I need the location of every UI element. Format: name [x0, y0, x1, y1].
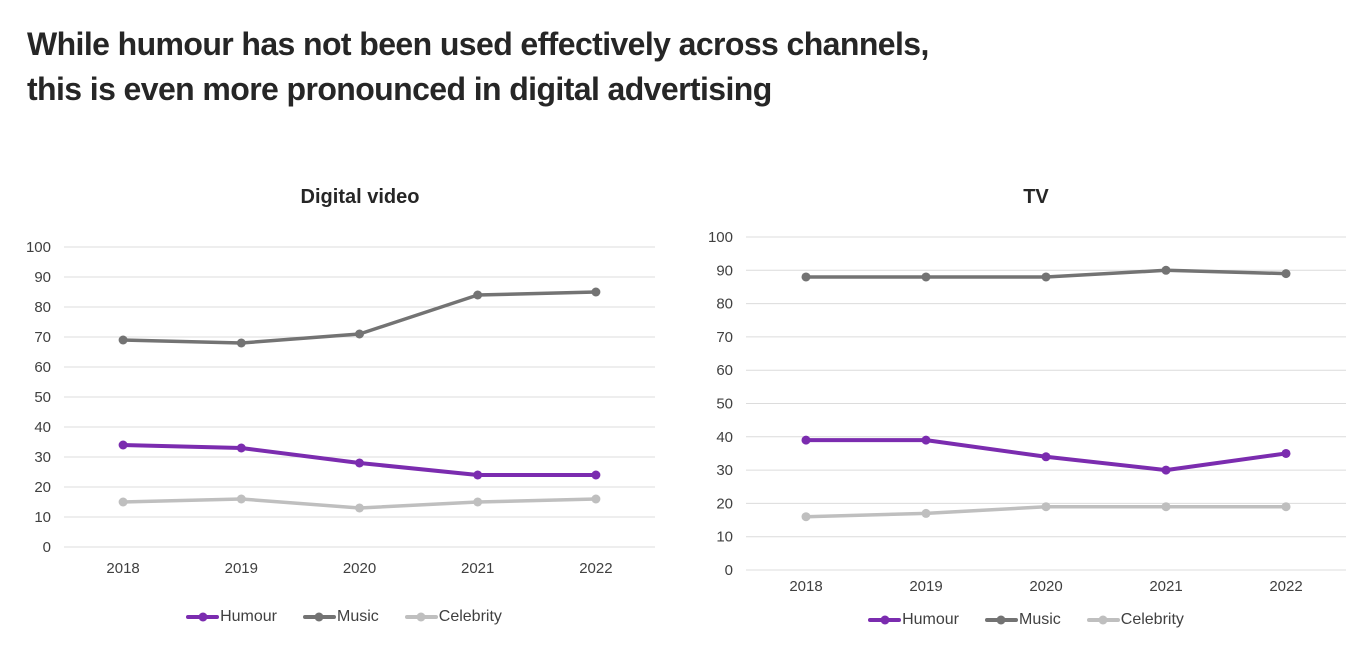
page-title-line-1: While humour has not been used effective…: [27, 26, 929, 62]
legend-item-celebrity: Celebrity: [404, 608, 502, 626]
svg-text:2021: 2021: [461, 560, 494, 577]
svg-text:2020: 2020: [343, 560, 376, 577]
legend-label-humour: Humour: [220, 608, 277, 625]
celebrity-line-swatch-icon: [1086, 615, 1120, 625]
legend-item-humour: Humour: [868, 611, 959, 629]
legend-item-music: Music: [302, 608, 379, 626]
tv-chart-title: TV: [1023, 186, 1049, 208]
svg-text:10: 10: [34, 509, 51, 526]
legend-label-celebrity: Celebrity: [1120, 611, 1184, 628]
svg-text:100: 100: [26, 239, 51, 256]
svg-text:2019: 2019: [909, 578, 942, 595]
tv-chart: TV 0 10 20 30 40 50 60 70 80 90 100 2018 2019 2020 202…: [690, 183, 1362, 629]
svg-text:2019: 2019: [225, 560, 258, 577]
svg-text:30: 30: [716, 462, 733, 479]
svg-text:40: 40: [716, 429, 733, 446]
tv-legend: Humour Music Celebrity: [690, 611, 1362, 629]
svg-text:2021: 2021: [1149, 578, 1182, 595]
humour-marker-icon: [880, 615, 890, 625]
svg-text:2020: 2020: [1029, 578, 1062, 595]
humour-line-swatch-icon: [186, 612, 220, 622]
svg-text:70: 70: [34, 329, 51, 346]
music-line-swatch-icon: [984, 615, 1018, 625]
svg-text:10: 10: [716, 529, 733, 546]
celebrity-marker-icon: [416, 612, 426, 622]
svg-text:50: 50: [716, 396, 733, 413]
celebrity-marker-icon: [1098, 615, 1108, 625]
svg-text:2018: 2018: [106, 560, 139, 577]
digital-video-plot-area: 0 10 20 30 40 50 60 70 80 90 100 2018 2019 2020 2021 20…: [26, 239, 655, 577]
svg-text:90: 90: [716, 262, 733, 279]
legend-label-humour: Humour: [902, 611, 959, 628]
svg-text:50: 50: [34, 389, 51, 406]
svg-text:2018: 2018: [789, 578, 822, 595]
svg-text:80: 80: [34, 299, 51, 316]
svg-text:2022: 2022: [579, 560, 612, 577]
music-line-swatch-icon: [302, 612, 336, 622]
legend-label-music: Music: [336, 608, 379, 625]
tv-plot-area: 0 10 20 30 40 50 60 70 80 90 100 2018 2019 2020 2021 20…: [708, 229, 1346, 595]
humour-marker-icon: [198, 612, 208, 622]
svg-text:20: 20: [34, 479, 51, 496]
digital-video-legend: Humour Music Celebrity: [20, 608, 668, 626]
svg-text:2022: 2022: [1269, 578, 1302, 595]
legend-item-music: Music: [984, 611, 1061, 629]
svg-text:100: 100: [708, 229, 733, 246]
celebrity-line-swatch-icon: [404, 612, 438, 622]
svg-text:30: 30: [34, 449, 51, 466]
digital-video-chart: Digital video 0 10 20 30 40 50 60 70 80 90 100 2018…: [20, 183, 668, 626]
svg-text:0: 0: [725, 562, 733, 579]
page-title-line-2: this is even more pronounced in digital …: [27, 71, 772, 107]
svg-text:20: 20: [716, 495, 733, 512]
legend-label-music: Music: [1018, 611, 1061, 628]
legend-label-celebrity: Celebrity: [438, 608, 502, 625]
legend-item-humour: Humour: [186, 608, 277, 626]
svg-text:0: 0: [43, 539, 51, 556]
svg-text:60: 60: [716, 362, 733, 379]
svg-text:40: 40: [34, 419, 51, 436]
svg-text:70: 70: [716, 329, 733, 346]
music-marker-icon: [314, 612, 324, 622]
humour-line-swatch-icon: [868, 615, 902, 625]
svg-text:60: 60: [34, 359, 51, 376]
svg-text:80: 80: [716, 296, 733, 313]
page-title: While humour has not been used effective…: [27, 22, 929, 112]
music-marker-icon: [996, 615, 1006, 625]
digital-video-chart-title: Digital video: [300, 186, 420, 208]
svg-text:90: 90: [34, 269, 51, 286]
legend-item-celebrity: Celebrity: [1086, 611, 1184, 629]
